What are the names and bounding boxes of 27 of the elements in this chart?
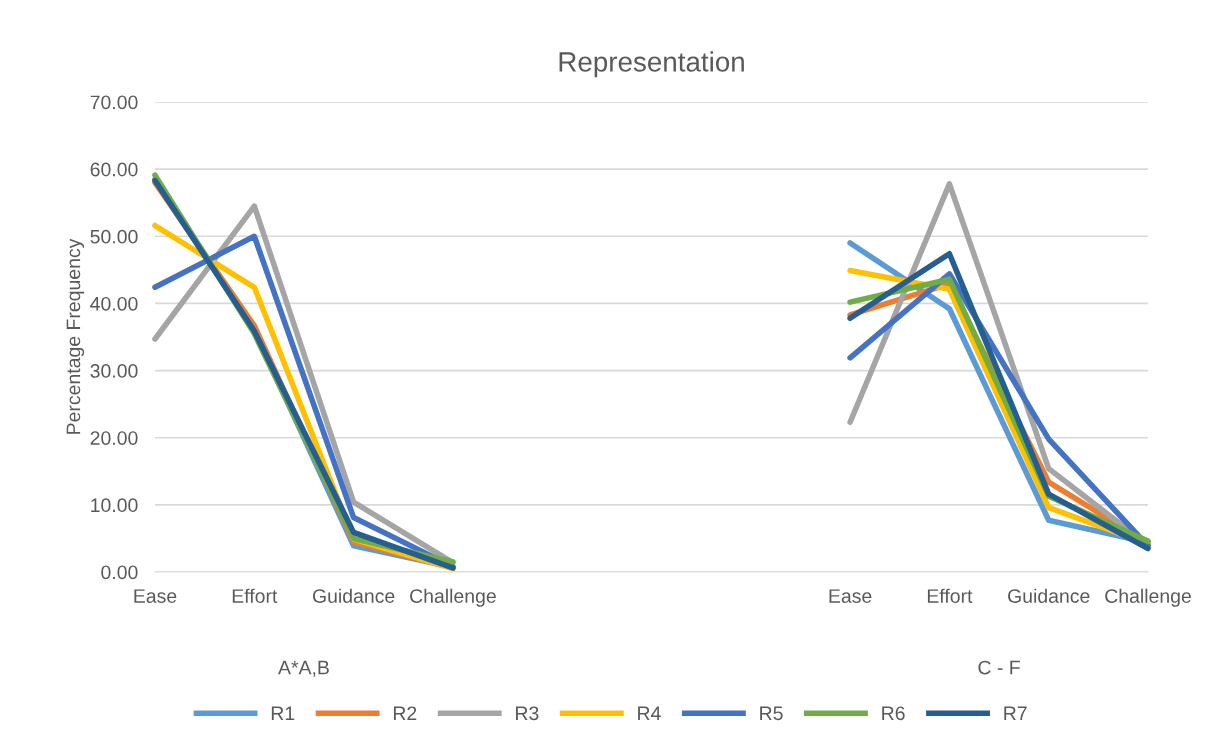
y-axis-title: Percentage Frequency [66, 238, 85, 434]
x-tick-label: Effort [232, 588, 278, 603]
legend-label: R4 [638, 706, 661, 720]
y-tick-label: 10.00 [91, 498, 138, 513]
legend-label: R5 [760, 706, 783, 721]
x-tick-label: Guidance [1008, 588, 1090, 603]
y-tick-label: 0.00 [101, 565, 138, 580]
text: C - F [978, 660, 1020, 675]
text: A*A,B [278, 660, 329, 677]
x-tick-label: Challenge [1105, 588, 1191, 607]
y-tick-label: 50.00 [90, 229, 138, 244]
legend-label: R7 [1004, 706, 1027, 720]
x-tick-label: Ease [829, 589, 872, 603]
legend-label: R6 [882, 706, 905, 721]
legend-label: R3 [516, 706, 539, 721]
chart-title: Representation [559, 51, 744, 78]
y-tick-label: 70.00 [90, 95, 138, 110]
x-tick-label: Guidance [312, 588, 395, 603]
x-tick-label: Ease [134, 589, 177, 603]
legend-label: R2 [393, 706, 417, 720]
x-tick-label: Challenge [410, 588, 496, 607]
y-tick-label: 40.00 [90, 296, 138, 311]
y-tick-label: 60.00 [90, 162, 138, 177]
y-tick-label: 30.00 [90, 364, 138, 378]
legend-label: R1 [271, 706, 295, 720]
x-tick-label: Effort [927, 588, 973, 603]
y-tick-label: 20.00 [90, 431, 138, 445]
